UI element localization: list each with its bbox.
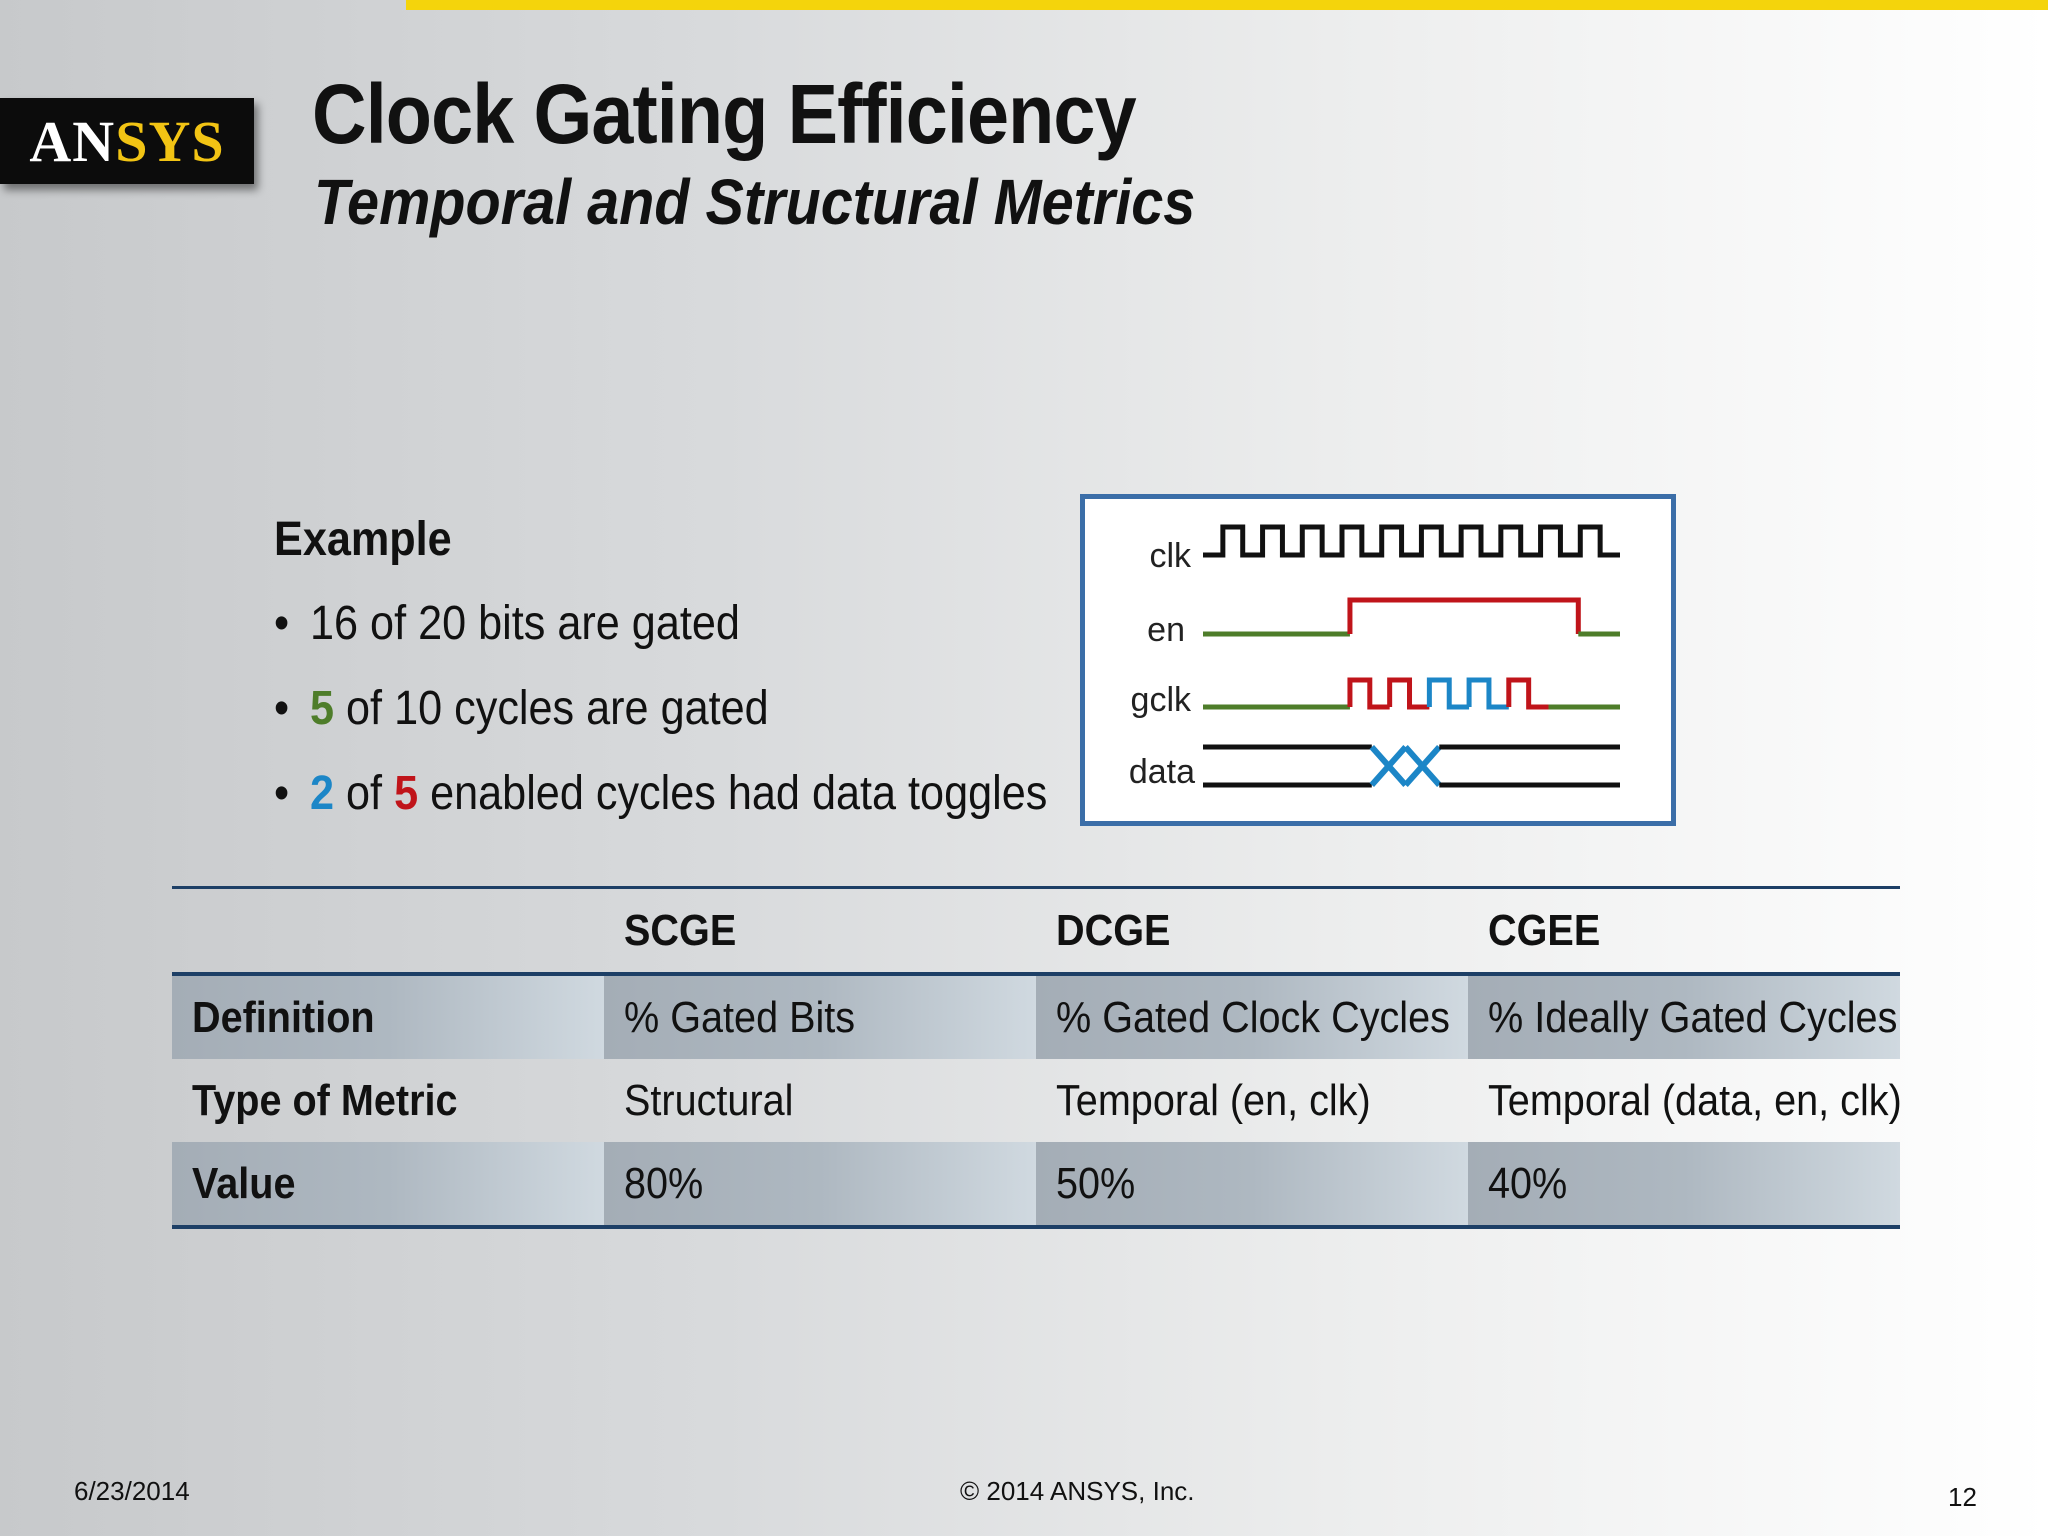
table-cell: Temporal (data, en, clk) bbox=[1468, 1059, 1902, 1142]
table-cell: % Gated Bits bbox=[604, 974, 1036, 1059]
data-toggle-cross bbox=[1369, 745, 1408, 787]
toggle-cycles-count: 2 bbox=[310, 767, 335, 820]
table-row-value: Value 80% 50% 40% bbox=[172, 1142, 1900, 1227]
cell-value: 50% bbox=[1056, 1158, 1136, 1208]
column-header-empty bbox=[172, 888, 604, 975]
row-label-cell: Value bbox=[172, 1142, 604, 1227]
signal-label-data: data bbox=[1129, 753, 1195, 791]
bullet-text: enabled cycles had data toggles bbox=[418, 767, 1048, 820]
column-header-dcge: DCGE bbox=[1036, 888, 1468, 975]
data-toggle-cross bbox=[1403, 745, 1442, 787]
enabled-cycles-count: 5 bbox=[394, 767, 419, 820]
gclk-pulse bbox=[1387, 677, 1430, 710]
gclk-pulse bbox=[1506, 677, 1549, 710]
row-label: Value bbox=[192, 1158, 296, 1208]
example-bullet-list: • 16 of 20 bits are gated • 5 of 10 cycles… bbox=[274, 596, 1133, 851]
gclk-pulse bbox=[1347, 677, 1390, 710]
cell-value: 80% bbox=[624, 1158, 704, 1208]
en-high-pulse bbox=[1347, 597, 1581, 634]
timing-diagram: clk en gclk data bbox=[1080, 494, 1676, 826]
table-cell: Temporal (en, clk) bbox=[1036, 1059, 1468, 1142]
column-header-label: CGEE bbox=[1488, 905, 1601, 955]
cell-value: Temporal (en, clk) bbox=[1056, 1075, 1371, 1125]
bullet-bits-gated: • 16 of 20 bits are gated bbox=[274, 596, 1047, 681]
cell-value: Structural bbox=[624, 1075, 794, 1125]
gated-cycles-count: 5 bbox=[310, 682, 335, 735]
table-row-definition: Definition % Gated Bits % Gated Clock Cy… bbox=[172, 974, 1900, 1059]
clk-waveform bbox=[1203, 524, 1620, 558]
bullet-cycles-gated: • 5 of 10 cycles are gated bbox=[274, 681, 1047, 766]
cell-value: 40% bbox=[1488, 1158, 1568, 1208]
table-cell: 80% bbox=[604, 1142, 1036, 1227]
ansys-logo: AN SYS bbox=[0, 98, 254, 184]
row-label: Definition bbox=[192, 992, 375, 1042]
bullet-text: of bbox=[334, 767, 395, 820]
table-cell: 40% bbox=[1468, 1142, 1900, 1227]
cell-value: % Ideally Gated Cycles bbox=[1488, 992, 1898, 1042]
row-label-cell: Definition bbox=[172, 974, 604, 1059]
bullet-text: of 10 cycles are gated bbox=[334, 682, 769, 735]
bullet-text: 16 of 20 bits are gated bbox=[310, 597, 740, 650]
signal-label-gclk: gclk bbox=[1131, 681, 1192, 719]
footer-copyright: © 2014 ANSYS, Inc. bbox=[960, 1476, 1195, 1506]
example-heading: Example bbox=[274, 513, 452, 566]
timing-diagram-svg: clk en gclk data bbox=[1129, 524, 1620, 791]
page-number: 12 bbox=[1948, 1482, 1977, 1512]
table-cell: % Gated Clock Cycles bbox=[1036, 974, 1468, 1059]
bullet-dot-icon: • bbox=[274, 597, 290, 650]
footer-date: 6/23/2014 bbox=[74, 1476, 190, 1506]
gclk-pulse bbox=[1466, 677, 1509, 710]
page-subtitle: Temporal and Structural Metrics bbox=[314, 166, 1196, 238]
bullet-dot-icon: • bbox=[274, 682, 290, 735]
column-header-cgee: CGEE bbox=[1468, 888, 1900, 975]
cell-value: % Gated Clock Cycles bbox=[1056, 992, 1450, 1042]
table-cell: % Ideally Gated Cycles bbox=[1468, 974, 1900, 1059]
signal-label-clk: clk bbox=[1149, 537, 1192, 575]
table-cell: Structural bbox=[604, 1059, 1036, 1142]
table-row-type-of-metric: Type of Metric Structural Temporal (en, … bbox=[172, 1059, 1902, 1142]
top-accent-bar bbox=[406, 0, 2048, 10]
page-title: Clock Gating Efficiency bbox=[312, 67, 1137, 161]
gclk-pulse bbox=[1426, 677, 1470, 710]
column-header-scge: SCGE bbox=[604, 888, 1036, 975]
cell-value: Temporal (data, en, clk) bbox=[1488, 1075, 1902, 1125]
cell-value: % Gated Bits bbox=[624, 992, 856, 1042]
bullet-data-toggles: • 2 of 5 enabled cycles had data toggles bbox=[274, 766, 1047, 851]
column-header-label: DCGE bbox=[1056, 905, 1171, 955]
row-label-cell: Type of Metric bbox=[172, 1059, 604, 1142]
table-cell: 50% bbox=[1036, 1142, 1468, 1227]
bullet-dot-icon: • bbox=[274, 767, 290, 820]
row-label: Type of Metric bbox=[192, 1075, 458, 1125]
column-header-label: SCGE bbox=[624, 905, 737, 955]
table-header-row: SCGE DCGE CGEE bbox=[172, 887, 1900, 975]
metrics-table: SCGE DCGE CGEE Definition % Gated Bits %… bbox=[172, 886, 1902, 1229]
signal-label-en: en bbox=[1147, 611, 1185, 649]
